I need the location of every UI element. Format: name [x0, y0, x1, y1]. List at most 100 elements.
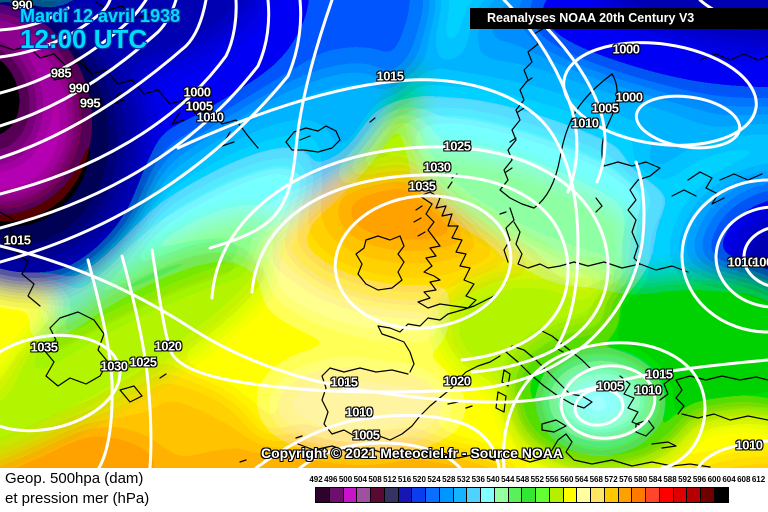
scale-color-cell [370, 487, 385, 503]
isobar-label: 1005 [185, 98, 213, 114]
isobar-label: 1010 [735, 437, 763, 453]
scale-color-cell [672, 487, 688, 503]
scale-color-cell [521, 487, 536, 503]
scale-color-cell [328, 487, 344, 503]
isobar-label: 1025 [129, 354, 157, 370]
scale-tick-label: 576 [619, 475, 633, 484]
isobar-label: 1025 [443, 138, 471, 154]
scale-color-cell [535, 487, 550, 503]
isobar-label: 1035 [408, 178, 436, 194]
isobar-label: 1005 [352, 427, 380, 443]
isobar-label: 985 [50, 65, 72, 81]
scale-color-cell [576, 487, 591, 503]
scale-color-cell [686, 487, 701, 503]
scale-tick-label: 604 [722, 475, 736, 484]
isobar-label: 1000 [183, 84, 211, 100]
scale-color-cell [631, 487, 646, 503]
isobar-label: 1010 [571, 115, 599, 131]
scale-tick-label: 512 [383, 475, 397, 484]
scale-tick-label: 584 [648, 475, 662, 484]
copyright-text: Copyright © 2021 Meteociel.fr - Source N… [260, 445, 564, 461]
weather-map-graphic [0, 0, 768, 468]
isobar-label: 1005 [596, 378, 624, 394]
isobar-label-layer: 990 985 990 995 1000 1005 1010 1015 1000 1000 1005… [3, 0, 768, 453]
scale-tick-label: 608 [737, 475, 751, 484]
scale-color-cell [315, 487, 330, 503]
isobar-label: 1015 [3, 232, 31, 248]
isobar-label: 990 [11, 0, 33, 13]
coastlines [0, 1, 768, 468]
isobar-label: 1005 [591, 100, 619, 116]
isobar-label: 1015 [645, 366, 673, 382]
scale-color-cell [397, 487, 413, 503]
scale-tick-label: 532 [456, 475, 471, 484]
isobar-label: 1020 [154, 338, 182, 354]
isobar-label: 1010 [727, 254, 755, 270]
scale-color-cell [713, 487, 729, 503]
scale-tick-label: 612 [751, 475, 766, 484]
map-legend-title: Geop. 500hpa (dam) et pression mer (hPa) [5, 469, 149, 509]
isobar-label: 1030 [423, 159, 451, 175]
scale-color-cell [438, 487, 454, 503]
isobar-label: 1010 [634, 382, 662, 398]
scale-tick-label: 592 [678, 475, 692, 484]
scale-color-cell [645, 487, 660, 503]
isobar-label: 1015 [330, 374, 358, 390]
footer-bar: Geop. 500hpa (dam) et pression mer (hPa)… [0, 468, 768, 512]
scale-tick-label: 544 [501, 475, 515, 484]
scale-tick-label: 556 [545, 475, 559, 484]
scale-tick-label: 540 [486, 475, 500, 484]
scale-tick-label: 596 [692, 475, 707, 484]
scale-tick-label: 516 [397, 475, 412, 484]
scale-tick-label: 496 [324, 475, 338, 484]
time-text: 12:00 UTC [20, 23, 148, 54]
scale-color-cell [452, 487, 468, 503]
scale-tick-label: 536 [471, 475, 485, 484]
isobar-label: 990 [68, 80, 90, 96]
isobar-label: 1000 [615, 89, 643, 105]
scale-tick-label: 568 [589, 475, 603, 484]
scale-tick-label: 548 [515, 475, 530, 484]
isobar-label: 1030 [100, 358, 128, 374]
isobar-label: 1005 [752, 254, 768, 270]
scale-color-cell [466, 487, 481, 503]
scale-color-cell [700, 487, 715, 503]
datetime-block: Mardi 12 avril 1938 12:00 UTC [20, 7, 180, 53]
scale-color-cell [562, 487, 578, 503]
isobar-label: 995 [79, 95, 101, 111]
isobar-label: 1010 [196, 109, 224, 125]
scale-tick-label: 528 [442, 475, 456, 484]
isobar-label: 1020 [443, 373, 471, 389]
scale-color-cell [507, 487, 523, 503]
scale-tick-label: 500 [338, 475, 353, 484]
scale-color-cell [342, 487, 358, 503]
legend-line-2: et pression mer (hPa) [5, 490, 150, 507]
scale-tick-label: 524 [427, 475, 441, 484]
scale-tick-label: 564 [574, 475, 589, 484]
geopotential-field [0, 0, 768, 468]
isobar-label: 1010 [345, 404, 373, 420]
legend-line-1: Geop. 500hpa (dam) [5, 470, 144, 487]
scale-color-cell [493, 487, 509, 503]
color-scale-cells [315, 487, 729, 503]
scale-tick-label: 520 [412, 475, 426, 484]
scale-color-cell [356, 487, 371, 503]
date-text: Mardi 12 avril 1938 [20, 6, 181, 26]
map-area: 990 985 990 995 1000 1005 1010 1015 1000 1000 1005… [0, 0, 768, 468]
isobar-label: 1035 [30, 339, 58, 355]
scale-tick-label: 504 [353, 475, 367, 484]
scale-tick-label: 508 [368, 475, 382, 484]
scale-color-cell [548, 487, 564, 503]
scale-tick-label: 572 [604, 475, 618, 484]
scale-color-cell [425, 487, 440, 503]
scale-color-cell [658, 487, 674, 503]
scale-color-cell [590, 487, 605, 503]
scale-color-cell [603, 487, 619, 503]
scale-tick-label: 588 [663, 475, 677, 484]
color-scale: 492 496 500 504 508 512 516 520 524 528 532 536 540 5… [309, 468, 766, 512]
scale-tick-label: 600 [707, 475, 721, 484]
scale-color-cell [411, 487, 426, 503]
isobar-label: 1000 [612, 41, 640, 57]
scale-color-cell [383, 487, 399, 503]
